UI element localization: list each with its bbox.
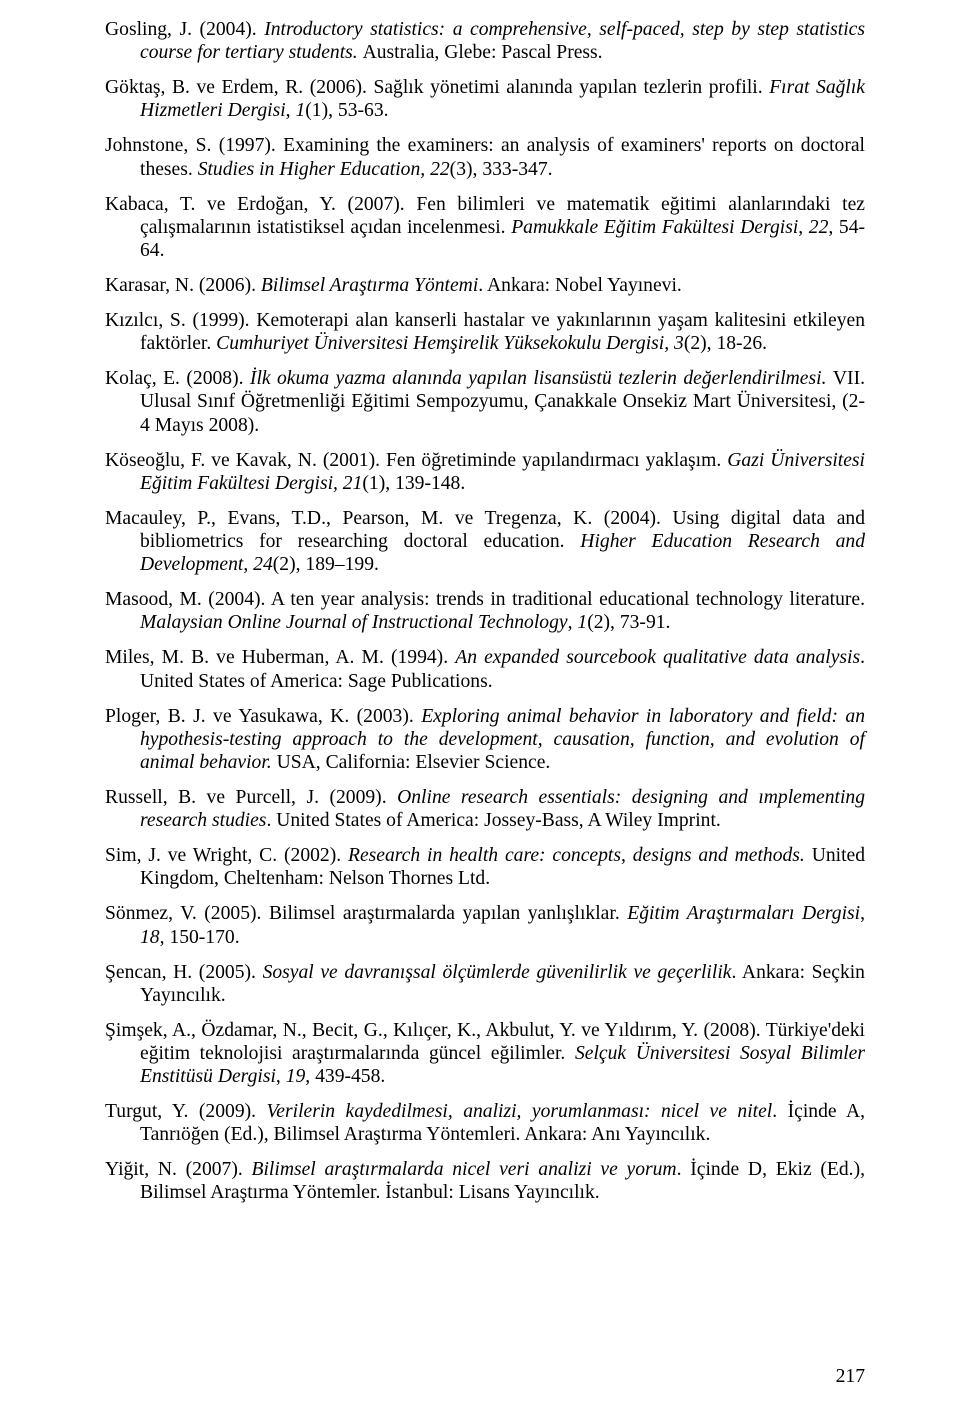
reference-italic-segment: 18 [140, 927, 160, 948]
reference-text-segment: , [243, 554, 253, 575]
reference-text-segment: , [568, 612, 578, 633]
reference-italic-segment: Verilerin kaydedilmesi, analizi, yorumla… [267, 1101, 773, 1122]
reference-text-segment: (3), 333-347. [450, 159, 553, 180]
reference-text-segment: (2), 189–199. [273, 554, 379, 575]
reference-text-segment: Ploger, B. J. ve Yasukawa, K. (2003). [105, 706, 421, 727]
reference-italic-segment: İlk okuma yazma alanında yapılan lisansü… [250, 368, 833, 389]
reference-entry: Sim, J. ve Wright, C. (2002). Research i… [105, 844, 865, 890]
reference-text-segment: Sim, J. ve Wright, C. (2002). [105, 845, 348, 866]
reference-text-segment: , [860, 903, 865, 924]
page-number: 217 [836, 1366, 865, 1388]
reference-text-segment: Miles, M. B. ve Huberman, A. M. (1994). [105, 647, 455, 668]
reference-text-segment: , [276, 1066, 286, 1087]
reference-italic-segment: Malaysian Online Journal of Instructiona… [140, 612, 568, 633]
reference-italic-segment: Bilimsel Araştırma Yöntemi [261, 275, 478, 296]
reference-italic-segment: Pamukkale Eğitim Fakültesi Dergisi [511, 217, 798, 238]
reference-entry: Kabaca, T. ve Erdoğan, Y. (2007). Fen bi… [105, 193, 865, 262]
reference-text-segment: Masood, M. (2004). A ten year analysis: … [105, 589, 865, 610]
reference-entry: Johnstone, S. (1997). Examining the exam… [105, 134, 865, 180]
reference-italic-segment: An expanded sourcebook qualitative data … [455, 647, 860, 668]
reference-italic-segment: Studies in Higher Education, 22 [198, 159, 450, 180]
reference-text-segment: Yiğit, N. (2007). [105, 1159, 252, 1180]
reference-text-segment: , [798, 217, 809, 238]
reference-entry: Russell, B. ve Purcell, J. (2009). Onlin… [105, 786, 865, 832]
reference-entry: Sönmez, V. (2005). Bilimsel araştırmalar… [105, 902, 865, 948]
references-list: Gosling, J. (2004). Introductory statist… [105, 18, 865, 1205]
reference-entry: Gosling, J. (2004). Introductory statist… [105, 18, 865, 64]
reference-entry: Macauley, P., Evans, T.D., Pearson, M. v… [105, 507, 865, 576]
reference-text-segment: (2), 18-26. [684, 333, 767, 354]
reference-entry: Köseoğlu, F. ve Kavak, N. (2001). Fen öğ… [105, 449, 865, 495]
reference-entry: Kolaç, E. (2008). İlk okuma yazma alanın… [105, 367, 865, 436]
reference-text-segment: Karasar, N. (2006). [105, 275, 261, 296]
reference-text-segment: Turgut, Y. (2009). [105, 1101, 267, 1122]
reference-italic-segment: Eğitim Araştırmaları Dergisi [627, 903, 860, 924]
reference-text-segment: . Ankara: Nobel Yayınevi. [478, 275, 682, 296]
reference-text-segment: . United States of America: Jossey-Bass,… [266, 810, 720, 831]
reference-entry: Karasar, N. (2006). Bilimsel Araştırma Y… [105, 274, 865, 297]
reference-entry: Yiğit, N. (2007). Bilimsel araştırmalard… [105, 1158, 865, 1204]
reference-entry: Miles, M. B. ve Huberman, A. M. (1994). … [105, 646, 865, 692]
reference-entry: Kızılcı, S. (1999). Kemoterapi alan kans… [105, 309, 865, 355]
reference-text-segment: (2), 73-91. [587, 612, 670, 633]
reference-text-segment: Gosling, J. (2004). [105, 19, 264, 40]
reference-text-segment: , [286, 100, 296, 121]
reference-text-segment: Şencan, H. (2005). [105, 962, 263, 983]
reference-italic-segment: Sosyal ve davranışsal ölçümlerde güvenil… [263, 962, 732, 983]
reference-entry: Turgut, Y. (2009). Verilerin kaydedilmes… [105, 1100, 865, 1146]
reference-entry: Ploger, B. J. ve Yasukawa, K. (2003). Ex… [105, 705, 865, 774]
reference-text-segment: Russell, B. ve Purcell, J. (2009). [105, 787, 397, 808]
reference-entry: Göktaş, B. ve Erdem, R. (2006). Sağlık y… [105, 76, 865, 122]
reference-text-segment: USA, California: Elsevier Science. [277, 752, 551, 773]
reference-italic-segment: Cumhuriyet Üniversitesi Hemşirelik Yükse… [216, 333, 684, 354]
reference-text-segment: Göktaş, B. ve Erdem, R. (2006). Sağlık y… [105, 77, 769, 98]
reference-entry: Şencan, H. (2005). Sosyal ve davranışsal… [105, 961, 865, 1007]
reference-text-segment: Australia, Glebe: Pascal Press. [363, 42, 603, 63]
reference-italic-segment: 19 [286, 1066, 306, 1087]
reference-text-segment: , 150-170. [160, 927, 240, 948]
reference-italic-segment: 24 [253, 554, 273, 575]
reference-text-segment: , 439-458. [305, 1066, 385, 1087]
reference-text-segment: Kolaç, E. (2008). [105, 368, 250, 389]
reference-italic-segment: 1 [295, 100, 305, 121]
reference-italic-segment: Bilimsel araştırmalarda nicel veri anali… [252, 1159, 677, 1180]
reference-italic-segment: Research in health care: concepts, desig… [348, 845, 812, 866]
reference-text-segment: Sönmez, V. (2005). Bilimsel araştırmalar… [105, 903, 627, 924]
reference-text-segment: (1), 139-148. [362, 473, 465, 494]
reference-italic-segment: 1 [577, 612, 587, 633]
reference-text-segment: Köseoğlu, F. ve Kavak, N. (2001). Fen öğ… [105, 450, 727, 471]
reference-text-segment: (1), 53-63. [305, 100, 388, 121]
reference-italic-segment: 22 [809, 217, 829, 238]
reference-entry: Şimşek, A., Özdamar, N., Becit, G., Kılı… [105, 1019, 865, 1088]
document-page: Gosling, J. (2004). Introductory statist… [0, 0, 960, 1428]
reference-entry: Masood, M. (2004). A ten year analysis: … [105, 588, 865, 634]
